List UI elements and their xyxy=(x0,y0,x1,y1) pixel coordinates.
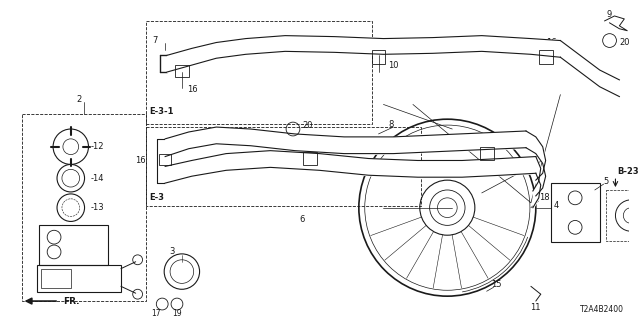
Bar xyxy=(145,127,420,206)
Bar xyxy=(145,21,372,124)
Text: 6: 6 xyxy=(300,215,305,224)
Text: 2: 2 xyxy=(76,95,81,104)
Text: E-3: E-3 xyxy=(149,193,164,202)
Bar xyxy=(39,225,108,265)
Text: 20: 20 xyxy=(620,38,630,47)
Text: 3: 3 xyxy=(170,247,175,256)
Text: -14: -14 xyxy=(90,174,104,183)
Text: 5: 5 xyxy=(604,177,609,186)
Text: 7: 7 xyxy=(152,36,158,45)
Text: 10: 10 xyxy=(321,154,331,163)
Text: 1: 1 xyxy=(539,154,544,163)
Text: 17: 17 xyxy=(152,309,161,318)
Text: 16: 16 xyxy=(187,85,197,94)
Bar xyxy=(605,190,640,241)
Bar xyxy=(175,65,189,77)
Text: 19: 19 xyxy=(172,309,182,318)
Text: 11: 11 xyxy=(531,303,541,312)
Text: E-3-1: E-3-1 xyxy=(149,107,174,116)
Text: 10: 10 xyxy=(388,60,399,70)
Text: 16: 16 xyxy=(546,38,556,47)
Text: 15: 15 xyxy=(492,280,502,289)
Bar xyxy=(22,114,145,301)
Text: 16: 16 xyxy=(135,156,145,165)
Text: -13: -13 xyxy=(90,203,104,212)
Bar xyxy=(372,50,385,64)
Text: T2A4B2400: T2A4B2400 xyxy=(580,305,624,315)
Bar xyxy=(550,183,600,242)
Bar xyxy=(539,50,552,64)
Bar xyxy=(37,265,121,292)
Text: B-23: B-23 xyxy=(618,167,639,176)
Text: FR.: FR. xyxy=(63,297,79,306)
Text: 8: 8 xyxy=(388,120,394,129)
Text: -12: -12 xyxy=(90,142,104,151)
Bar xyxy=(159,154,171,165)
Bar xyxy=(42,268,71,288)
Bar xyxy=(303,152,317,165)
Text: 4: 4 xyxy=(554,201,559,210)
Text: 18: 18 xyxy=(539,193,549,202)
Text: 16: 16 xyxy=(482,136,492,145)
Text: 20: 20 xyxy=(303,121,314,130)
Text: 9: 9 xyxy=(607,11,612,20)
Bar xyxy=(480,147,493,161)
